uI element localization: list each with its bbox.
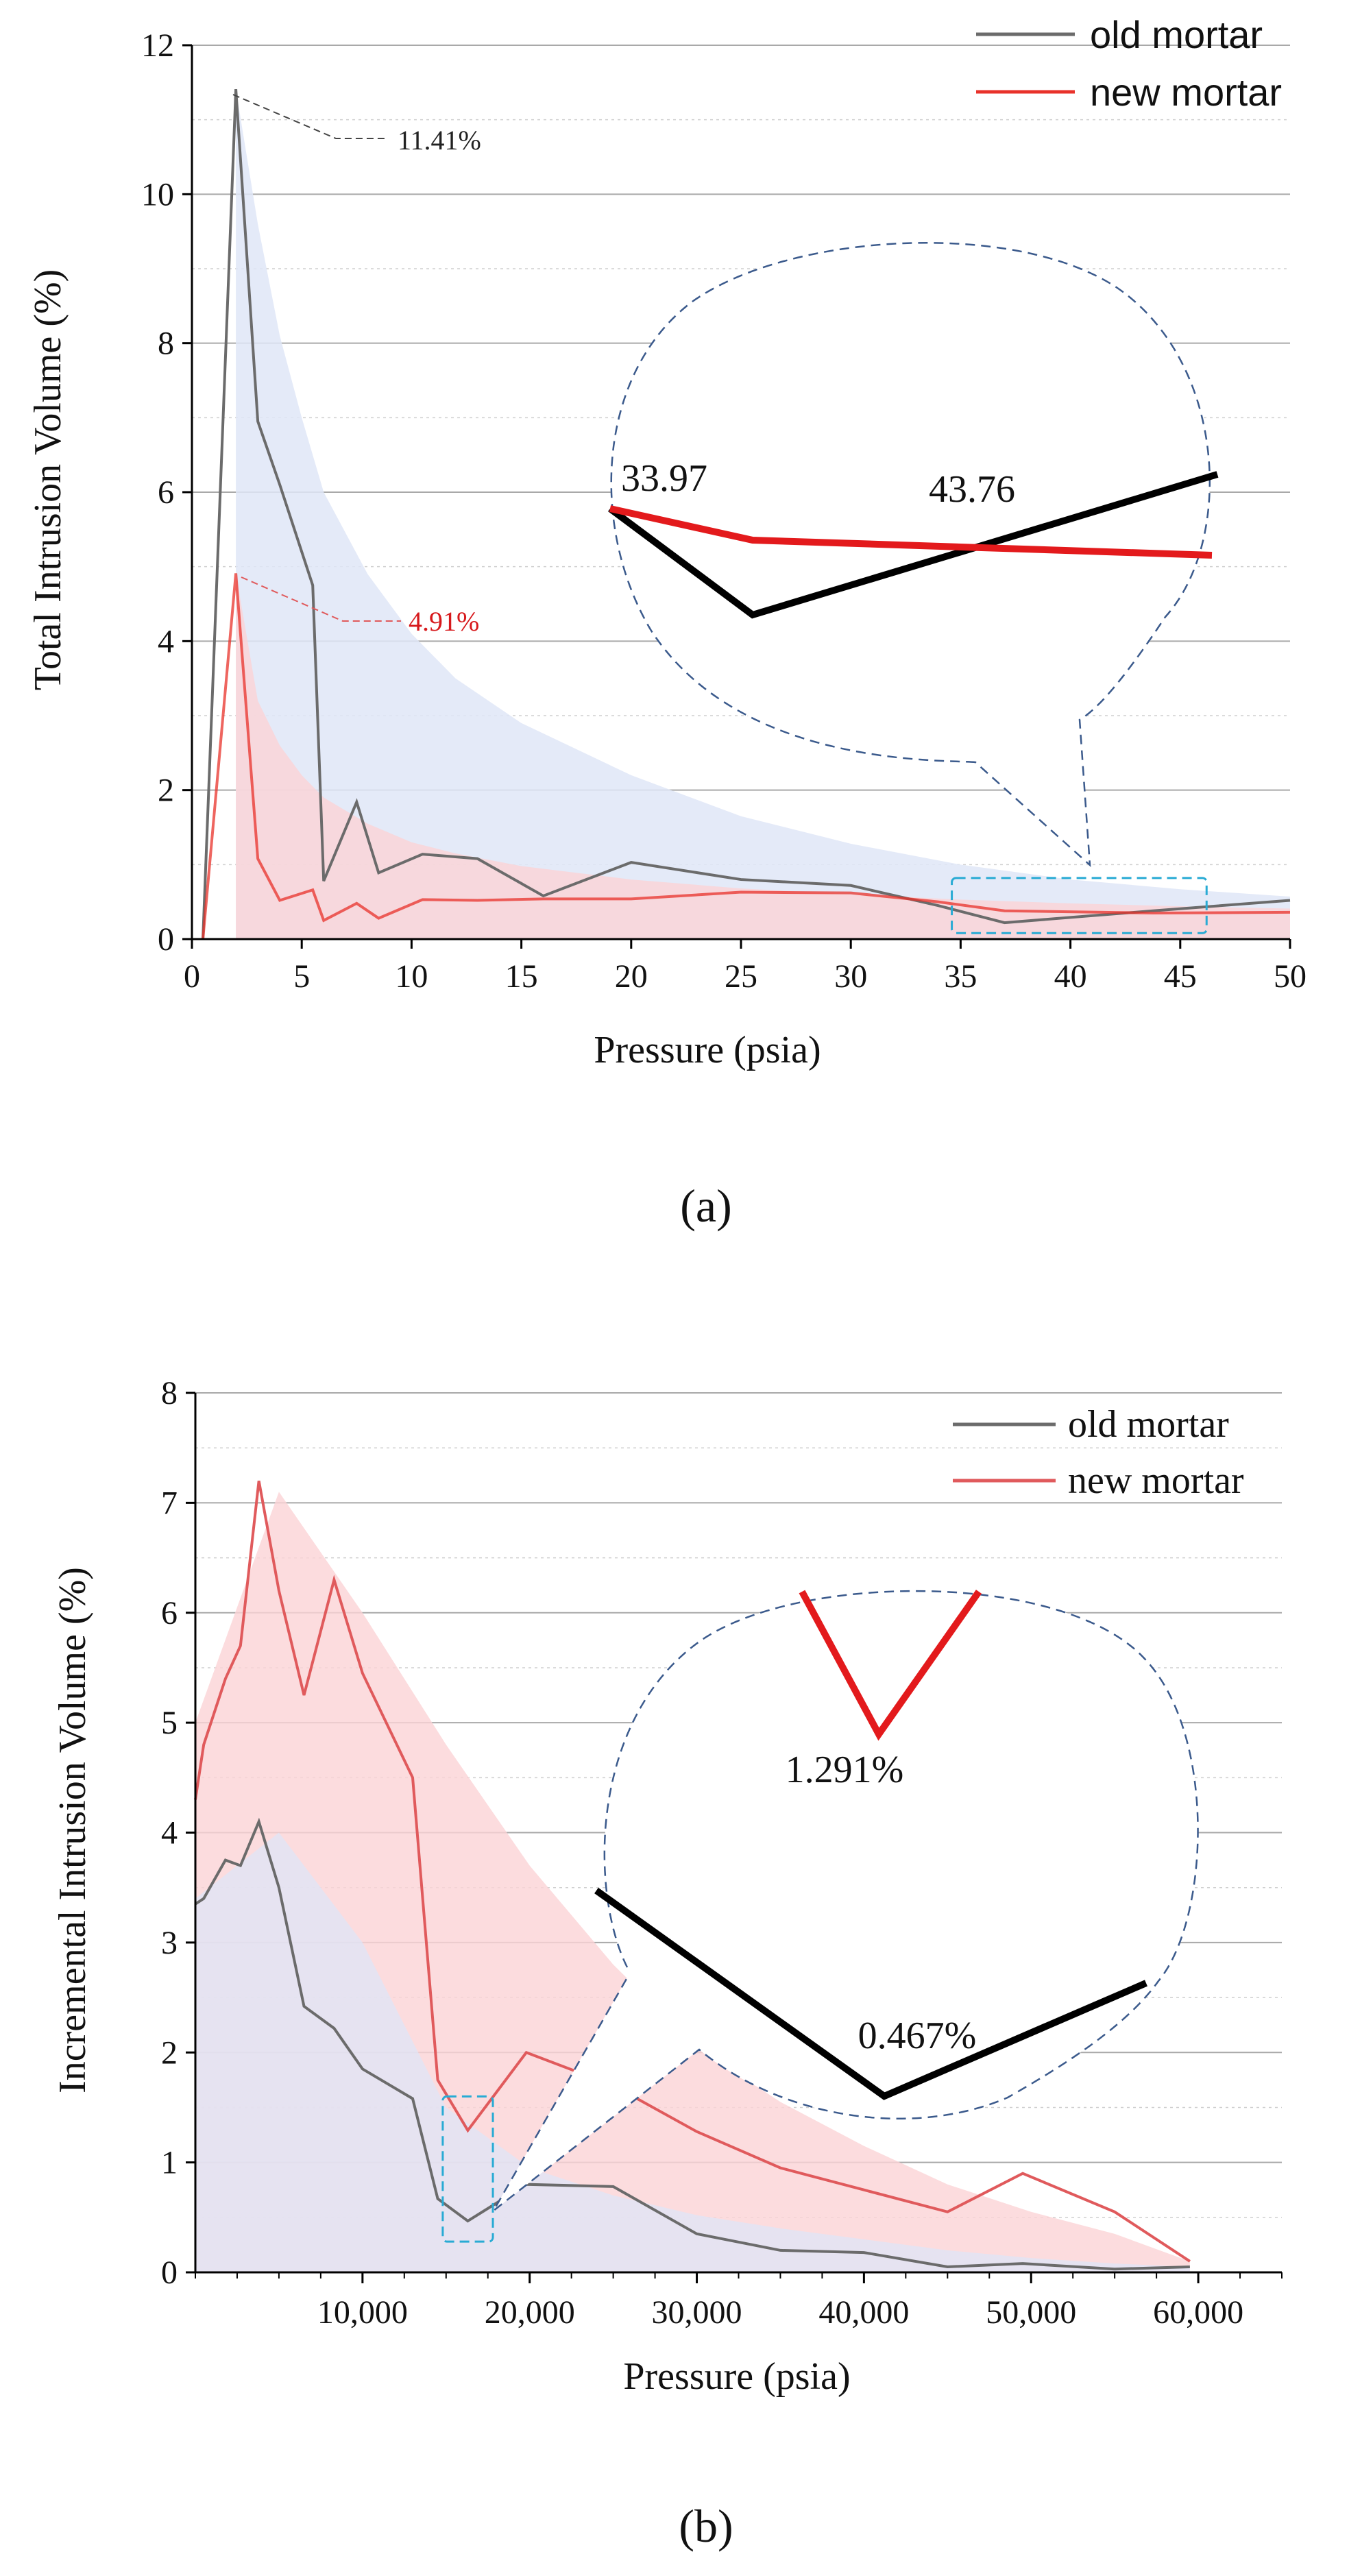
b-y-tick-label: 6 xyxy=(161,1595,178,1631)
b-x-tick-label: 20,000 xyxy=(485,2294,575,2331)
b-zoom-new-line xyxy=(799,1590,982,1741)
b-y-tick-label: 4 xyxy=(161,1815,178,1851)
b-zoom-highlight-box xyxy=(441,2095,494,2243)
b-zoom-label-old: 0.467% xyxy=(858,2015,977,2057)
a-zoom-highlight-box xyxy=(951,877,1208,934)
b-axes xyxy=(186,1392,1283,2283)
a-zoom-bubble-outline xyxy=(610,242,1211,867)
a-annotation-new-peak: 4.91% xyxy=(409,606,479,637)
b-caption: (b) xyxy=(679,2500,733,2552)
a-x-tick-label: 25 xyxy=(725,958,757,995)
a-y-tick-label: 0 xyxy=(158,921,174,958)
b-y-tick-label: 1 xyxy=(161,2145,178,2181)
b-y-tick-label: 7 xyxy=(161,1485,178,1521)
b-tick-labels: 10,000 20,000 30,000 40,000 50,000 60,000 0 1 2 3… xyxy=(161,1375,1243,2331)
a-zoom-label-2: 43.76 xyxy=(929,468,1015,511)
b-x-tick-label: 50,000 xyxy=(986,2294,1076,2331)
a-x-tick-label: 45 xyxy=(1164,958,1197,995)
a-zoom-new-line xyxy=(609,505,1213,559)
a-x-tick-label: 30 xyxy=(834,958,867,995)
a-x-tick-label: 35 xyxy=(944,958,977,995)
b-line-old-mortar xyxy=(194,1817,1190,2271)
b-legend: old mortar new mortar xyxy=(953,1403,1244,1502)
a-peak-annotations: 11.41% 4.91% xyxy=(232,94,481,637)
a-axes xyxy=(182,44,1291,949)
a-tick-labels: 0 5 10 15 20 25 30 35 40 45 50 0 2 4 6 8 10 12 xyxy=(141,27,1307,995)
a-y-axis-label: Total Intrusion Volume (%) xyxy=(27,269,69,691)
a-x-tick-label: 50 xyxy=(1274,958,1307,995)
a-annotation-new-leader xyxy=(241,576,401,622)
a-series-lines xyxy=(202,88,1291,940)
a-x-tick-label: 40 xyxy=(1054,958,1087,995)
b-y-tick-label: 8 xyxy=(161,1375,178,1411)
b-x-tick-label: 10,000 xyxy=(317,2294,408,2331)
a-zoom-label-1: 33.97 xyxy=(621,457,707,500)
a-line-old-mortar xyxy=(202,88,1291,940)
a-x-tick-label: 0 xyxy=(184,958,200,995)
b-band-old xyxy=(195,1832,1190,2272)
b-legend-old-label: old mortar xyxy=(1068,1403,1229,1446)
a-y-tick-label: 2 xyxy=(158,773,174,809)
a-band-old xyxy=(236,89,1291,940)
a-legend: old mortar new mortar xyxy=(976,13,1282,114)
b-y-tick-label: 3 xyxy=(161,1925,178,1961)
b-line-new-mortar xyxy=(194,1480,1191,2263)
a-y-tick-label: 10 xyxy=(141,176,174,212)
a-caption: (a) xyxy=(680,1180,731,1232)
a-envelope-bands xyxy=(236,89,1291,940)
b-zoom-old-line xyxy=(594,1887,1147,2100)
b-x-axis-label: Pressure (psia) xyxy=(623,2355,850,2398)
b-zoom-bubble-outline xyxy=(492,1590,1199,2211)
b-x-tick-label: 60,000 xyxy=(1153,2294,1243,2331)
b-zoom-label-new: 1.291% xyxy=(786,1749,904,1791)
b-x-tick-label: 30,000 xyxy=(652,2294,742,2331)
a-y-tick-label: 8 xyxy=(158,326,174,362)
b-y-tick-label: 5 xyxy=(161,1705,178,1741)
a-legend-new-label: new mortar xyxy=(1090,71,1282,114)
a-zoom-bubble: 33.97 43.76 xyxy=(608,242,1219,867)
a-line-new-mortar xyxy=(202,573,1291,940)
b-y-tick-label: 2 xyxy=(161,2034,178,2071)
a-x-tick-label: 15 xyxy=(505,958,538,995)
b-band-new xyxy=(195,1492,1190,2272)
a-x-tick-label: 10 xyxy=(395,958,428,995)
b-y-tick-label: 0 xyxy=(161,2255,178,2291)
a-band-new xyxy=(236,573,1291,939)
a-y-tick-label: 4 xyxy=(158,623,174,659)
chart-panel-a: 0 5 10 15 20 25 30 35 40 45 50 0 2 4 6 8 10 12 Pressure (… xyxy=(27,13,1307,1232)
chart-panel-b: 10,000 20,000 30,000 40,000 50,000 60,000 0 1 2 3… xyxy=(51,1375,1283,2552)
b-envelope-bands xyxy=(195,1492,1190,2272)
a-annotation-old-leader xyxy=(232,94,387,139)
b-zoom-bubble: 1.291% 0.467% xyxy=(492,1590,1199,2211)
a-y-tick-label: 12 xyxy=(141,27,174,64)
a-zoom-old-line xyxy=(608,471,1219,619)
b-y-axis-label: Incremental Intrusion Volume (%) xyxy=(51,1567,94,2093)
a-x-tick-label: 5 xyxy=(293,958,310,995)
a-legend-old-label: old mortar xyxy=(1090,13,1263,56)
a-x-axis-label: Pressure (psia) xyxy=(594,1029,821,1071)
a-annotation-old-peak: 11.41% xyxy=(398,125,481,156)
a-y-tick-label: 6 xyxy=(158,474,174,511)
b-x-tick-label: 40,000 xyxy=(818,2294,909,2331)
a-x-tick-label: 20 xyxy=(615,958,648,995)
b-legend-new-label: new mortar xyxy=(1068,1459,1244,1502)
b-series-lines xyxy=(194,1480,1191,2271)
